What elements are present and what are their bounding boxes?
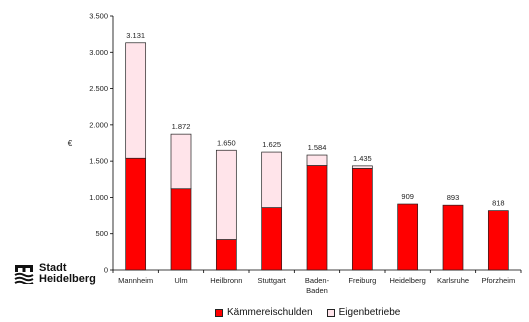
- logo-line-1: Stadt: [39, 262, 67, 274]
- bar-eigenbetriebe: [351, 165, 373, 169]
- bar-kaemmereischulden: [397, 203, 419, 271]
- city-logo: Stadt Heidelberg: [14, 263, 96, 285]
- bar-kaemmereischulden: [170, 188, 192, 271]
- heidelberg-logo-icon: [14, 265, 34, 284]
- bar-eigenbetriebe: [170, 133, 192, 190]
- bar-kaemmereischulden: [125, 157, 147, 271]
- bar-total-label: 1.625: [262, 140, 281, 149]
- legend-swatch-kaemmereischulden: [215, 308, 223, 317]
- bar-kaemmereischulden: [261, 207, 283, 271]
- bar-total-label: 3.131: [126, 31, 145, 40]
- y-tick-label: 2.000: [89, 120, 108, 129]
- bar-kaemmereischulden: [215, 239, 237, 271]
- logo-line-2: Heidelberg: [39, 273, 96, 285]
- x-category-label: Baden-: [305, 276, 330, 285]
- y-tick-label: 500: [95, 229, 108, 238]
- bar-total-label: 1.584: [308, 143, 327, 152]
- legend-swatch-eigenbetriebe: [326, 308, 335, 317]
- legend-item-eigenbetriebe: Eigenbetriebe: [326, 307, 401, 318]
- bar-kaemmereischulden: [306, 165, 328, 271]
- bar-total-label: 1.872: [172, 122, 191, 131]
- x-category-label: Heidelberg: [390, 276, 426, 285]
- x-category-label: Stuttgart: [257, 276, 286, 285]
- bar-total-label: 1.435: [353, 154, 372, 163]
- y-tick-label: 1.500: [89, 157, 108, 166]
- x-category-label: Heilbronn: [210, 276, 242, 285]
- y-tick-label: 3.500: [89, 12, 108, 21]
- x-category-label: Pforzheim: [481, 276, 515, 285]
- bar-total-label: 1.650: [217, 138, 236, 147]
- y-tick-label: 0: [104, 266, 108, 275]
- bar-eigenbetriebe: [261, 151, 283, 208]
- bar-kaemmereischulden: [442, 204, 464, 271]
- legend-label-kaemmereischulden: Kämmereischulden: [227, 307, 313, 318]
- x-category-label: Ulm: [174, 276, 187, 285]
- bar-eigenbetriebe: [215, 149, 237, 240]
- bar-total-label: 893: [447, 193, 460, 202]
- x-category-label: Karlsruhe: [437, 276, 469, 285]
- bar-eigenbetriebe: [125, 42, 147, 159]
- y-tick-label: 1.000: [89, 193, 108, 202]
- bar-kaemmereischulden: [351, 168, 373, 271]
- chart-legend: Kämmereischulden Eigenbetriebe: [215, 307, 414, 318]
- x-category-label: Baden: [306, 286, 328, 295]
- bar-kaemmereischulden: [487, 210, 509, 271]
- y-tick-label: 3.000: [89, 48, 108, 57]
- bar-eigenbetriebe: [306, 154, 328, 166]
- y-axis-title: €: [68, 139, 73, 148]
- legend-item-kaemmereischulden: Kämmereischulden: [215, 307, 313, 318]
- bar-total-label: 818: [492, 199, 505, 208]
- x-category-label: Freiburg: [348, 276, 376, 285]
- x-category-label: Mannheim: [118, 276, 153, 285]
- bar-total-label: 909: [401, 192, 414, 201]
- legend-label-eigenbetriebe: Eigenbetriebe: [338, 307, 401, 318]
- y-tick-label: 2.500: [89, 84, 108, 93]
